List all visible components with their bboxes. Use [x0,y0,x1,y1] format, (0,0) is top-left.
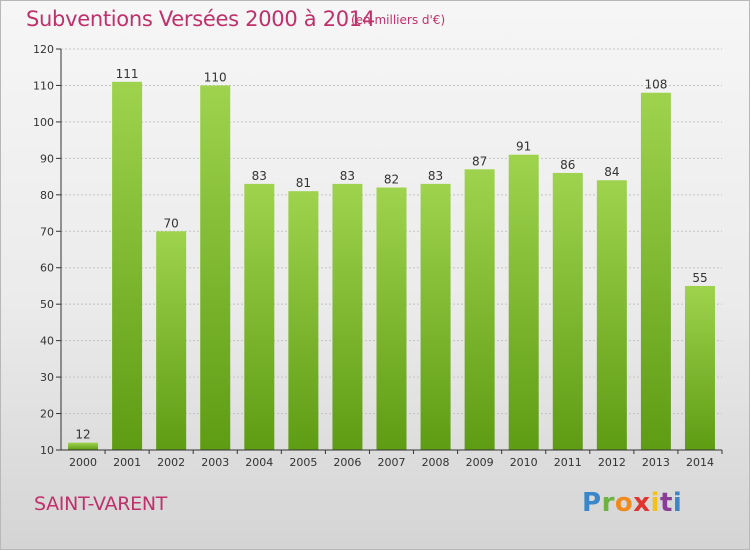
x-tick-label: 2012 [598,456,626,469]
x-tick-label: 2005 [289,456,317,469]
data-label: 91 [516,140,531,154]
data-label: 83 [252,169,267,183]
y-tick-label: 80 [40,189,54,202]
data-label: 55 [692,271,707,285]
bar [508,154,539,450]
data-label: 12 [75,428,90,442]
x-tick-label: 2007 [378,456,406,469]
data-label: 86 [560,158,575,172]
x-tick-label: 2004 [245,456,273,469]
commune-name: SAINT-VARENT [34,493,168,515]
bar [464,169,495,451]
bar [156,231,187,450]
y-tick-label: 50 [40,298,54,311]
data-label: 83 [340,169,355,183]
bar [332,183,363,450]
x-tick-label: 2014 [686,456,714,469]
bar [376,187,407,450]
x-tick-label: 2010 [510,456,538,469]
bar [640,92,671,450]
y-tick-label: 60 [40,262,54,275]
proxiti-logo: Proxiti [582,488,683,518]
x-tick-label: 2006 [333,456,361,469]
chart-title: Subventions Versées 2000 à 2014 [26,7,375,31]
data-label: 82 [384,173,399,187]
y-tick-label: 30 [40,371,54,384]
bars [68,81,715,451]
x-tick-label: 2001 [113,456,141,469]
x-tick-label: 2000 [69,456,97,469]
x-tick-label: 2013 [642,456,670,469]
bar [420,183,451,450]
bar [200,85,231,451]
y-tick-label: 100 [33,116,54,129]
chart-subtitle: (en milliers d'€) [351,13,446,27]
x-tick-label: 2009 [466,456,494,469]
y-tick-label: 110 [33,79,54,92]
x-tick-label: 2002 [157,456,185,469]
y-tick-label: 90 [40,152,54,165]
data-label: 83 [428,169,443,183]
y-tick-label: 40 [40,335,54,348]
y-tick-label: 10 [40,444,54,457]
data-label: 84 [604,165,619,179]
data-label: 81 [296,176,311,190]
bar [684,285,715,450]
axes [56,48,723,454]
x-tick-label: 2011 [554,456,582,469]
data-label: 87 [472,154,487,168]
data-label: 108 [644,78,667,92]
bar [112,81,143,451]
bar [244,183,275,450]
bar [288,191,319,450]
y-tick-label: 70 [40,225,54,238]
data-label: 111 [116,67,139,81]
data-label: 110 [204,70,227,84]
bar [552,172,583,451]
labels: 10 20 30 40 50 60 70 80 90 100 110 120 12 2000 111 2001… [33,43,714,469]
y-tick-label: 120 [33,43,54,56]
x-tick-label: 2003 [201,456,229,469]
x-tick-label: 2008 [422,456,450,469]
y-tick-label: 20 [40,408,54,421]
bar [596,180,627,450]
data-label: 70 [164,216,179,230]
bar [68,442,99,450]
